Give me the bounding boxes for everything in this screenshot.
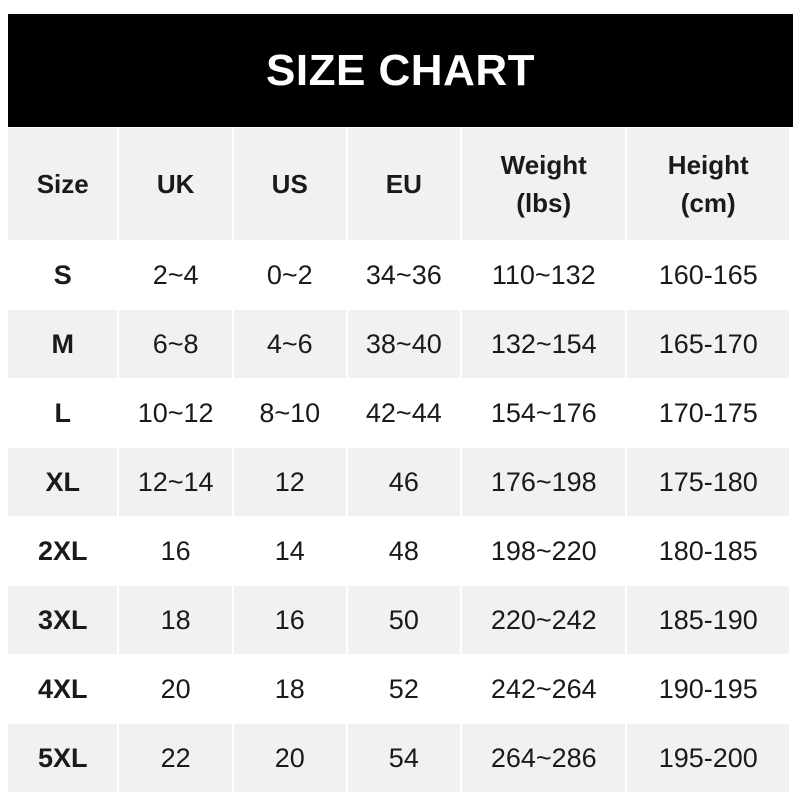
table-row: 4XL 20 18 52 242~264 190-195 — [8, 654, 789, 723]
table-cell: 165-170 — [627, 309, 789, 378]
table-row: 3XL 18 16 50 220~242 185-190 — [8, 585, 789, 654]
table-row: S 2~4 0~2 34~36 110~132 160-165 — [8, 240, 789, 309]
column-header: Height (cm) — [627, 128, 789, 240]
table-cell: 12 — [233, 447, 346, 516]
table-cell: 175-180 — [627, 447, 789, 516]
table-cell: 180-185 — [627, 516, 789, 585]
table-cell: 160-165 — [627, 240, 789, 309]
column-header: Weight (lbs) — [462, 128, 626, 240]
size-label: S — [8, 240, 118, 309]
table-cell: 154~176 — [462, 378, 626, 447]
table-row: L 10~12 8~10 42~44 154~176 170-175 — [8, 378, 789, 447]
table-cell: 2~4 — [119, 240, 232, 309]
table-cell: 12~14 — [119, 447, 232, 516]
table-cell: 14 — [233, 516, 346, 585]
table-cell: 16 — [233, 585, 346, 654]
table-row: 2XL 16 14 48 198~220 180-185 — [8, 516, 789, 585]
table-row: 5XL 22 20 54 264~286 195-200 — [8, 723, 789, 792]
size-label: 3XL — [8, 585, 118, 654]
table-cell: 46 — [347, 447, 461, 516]
table-cell: 22 — [119, 723, 232, 792]
table-cell: 34~36 — [347, 240, 461, 309]
table-cell: 10~12 — [119, 378, 232, 447]
table-cell: 16 — [119, 516, 232, 585]
table-cell: 220~242 — [462, 585, 626, 654]
table-cell: 170-175 — [627, 378, 789, 447]
table-cell: 20 — [233, 723, 346, 792]
size-chart-table: Size UK US EU Weight (lbs) Height (cm) S 2~4 0~… — [6, 128, 791, 792]
size-label: XL — [8, 447, 118, 516]
table-cell: 190-195 — [627, 654, 789, 723]
table-cell: 242~264 — [462, 654, 626, 723]
column-header: EU — [347, 128, 461, 240]
size-label: 2XL — [8, 516, 118, 585]
table-cell: 132~154 — [462, 309, 626, 378]
table-cell: 0~2 — [233, 240, 346, 309]
table-row: M 6~8 4~6 38~40 132~154 165-170 — [8, 309, 789, 378]
table-cell: 110~132 — [462, 240, 626, 309]
table-cell: 50 — [347, 585, 461, 654]
table-cell: 264~286 — [462, 723, 626, 792]
table-row: XL 12~14 12 46 176~198 175-180 — [8, 447, 789, 516]
table-cell: 185-190 — [627, 585, 789, 654]
table-cell: 54 — [347, 723, 461, 792]
table-cell: 48 — [347, 516, 461, 585]
size-label: L — [8, 378, 118, 447]
column-header: UK — [119, 128, 232, 240]
table-cell: 6~8 — [119, 309, 232, 378]
table-cell: 198~220 — [462, 516, 626, 585]
table-cell: 195-200 — [627, 723, 789, 792]
table-cell: 8~10 — [233, 378, 346, 447]
column-header: Size — [8, 128, 118, 240]
table-cell: 20 — [119, 654, 232, 723]
column-header: US — [233, 128, 346, 240]
table-cell: 38~40 — [347, 309, 461, 378]
table-cell: 176~198 — [462, 447, 626, 516]
table-cell: 42~44 — [347, 378, 461, 447]
table-cell: 4~6 — [233, 309, 346, 378]
header-row: Size UK US EU Weight (lbs) Height (cm) — [8, 128, 789, 240]
table-cell: 52 — [347, 654, 461, 723]
table-cell: 18 — [119, 585, 232, 654]
size-label: 5XL — [8, 723, 118, 792]
size-label: 4XL — [8, 654, 118, 723]
size-label: M — [8, 309, 118, 378]
table-cell: 18 — [233, 654, 346, 723]
page-title: SIZE CHART — [8, 14, 793, 127]
